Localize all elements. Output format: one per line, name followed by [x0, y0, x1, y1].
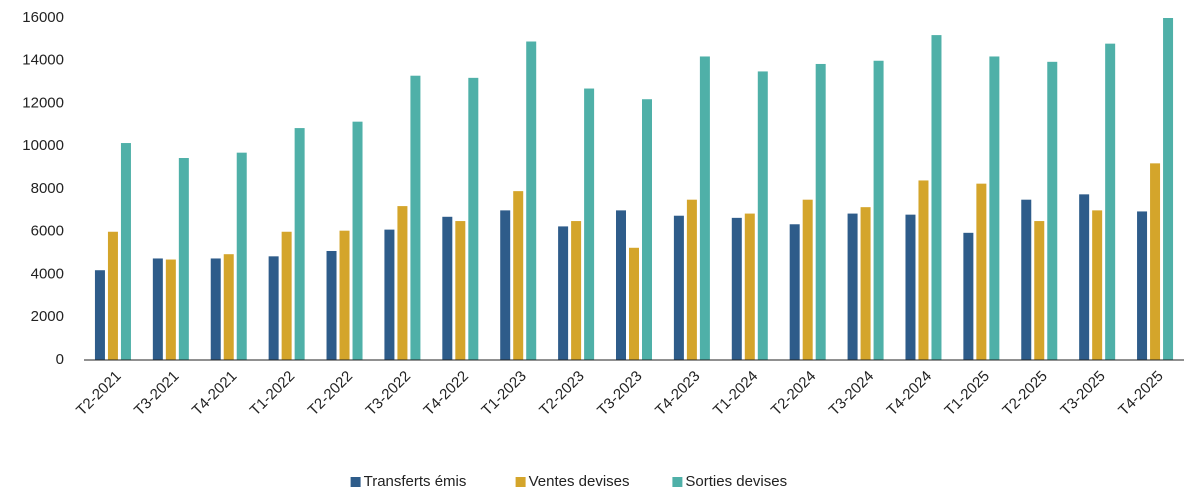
bar [571, 221, 582, 360]
x-tick-label: T4-2024 [884, 368, 936, 420]
x-tick-label: T1-2023 [478, 368, 530, 420]
bar [410, 75, 421, 361]
bar [757, 71, 768, 360]
y-tick-label: 16000 [22, 9, 64, 26]
bar [1079, 194, 1090, 360]
bar [1105, 43, 1116, 361]
bar [210, 258, 221, 360]
x-tick-label: T1-2022 [247, 368, 299, 420]
bar [223, 254, 234, 360]
bar [989, 56, 1000, 360]
x-tick-label: T2-2022 [305, 368, 357, 420]
x-tick-label: T2-2025 [999, 368, 1051, 420]
bar [120, 143, 131, 360]
bar [815, 63, 826, 361]
x-tick-label: T1-2025 [941, 368, 993, 420]
bar [326, 250, 337, 360]
bar [339, 230, 350, 360]
bar [802, 199, 813, 360]
bar [686, 199, 697, 360]
bar [1163, 18, 1174, 360]
bar [931, 35, 942, 360]
bar [268, 256, 279, 360]
x-tick-label: T4-2022 [420, 368, 472, 420]
y-tick-label: 12000 [22, 94, 64, 111]
bar [673, 215, 684, 360]
bar [397, 206, 408, 360]
bar [442, 216, 453, 360]
x-tick-label: T3-2022 [363, 368, 415, 420]
legend-swatch [350, 477, 361, 487]
legend-label: Sorties devises [685, 473, 787, 490]
bar [1092, 210, 1103, 360]
bar [236, 152, 247, 360]
bar [352, 121, 363, 360]
x-tick-label: T4-2023 [652, 368, 704, 420]
bar [500, 210, 511, 360]
x-tick-label: T4-2025 [1115, 368, 1167, 420]
bar [468, 77, 479, 360]
x-tick-label: T2-2024 [768, 368, 820, 420]
x-tick-label: T2-2021 [73, 368, 125, 420]
bar [873, 60, 884, 360]
bar [789, 224, 800, 360]
y-tick-label: 14000 [22, 52, 64, 69]
bar [642, 99, 652, 360]
bar [629, 247, 639, 360]
bar [744, 213, 755, 360]
bar [152, 258, 163, 360]
bar [1137, 211, 1148, 360]
bar [860, 207, 871, 360]
x-tick-label: T2-2023 [536, 368, 588, 420]
bar [1047, 61, 1058, 360]
bar [1150, 163, 1161, 360]
x-tick-label: T1-2024 [710, 368, 762, 420]
y-tick-label: 8000 [31, 180, 64, 197]
y-tick-label: 2000 [31, 308, 64, 325]
bar [963, 232, 974, 360]
x-tick-label: T3-2025 [1057, 368, 1109, 420]
bar [165, 259, 176, 360]
x-tick-label: T3-2024 [826, 368, 878, 420]
y-tick-label: 4000 [31, 265, 64, 282]
bar [1034, 221, 1045, 360]
legend-swatch [515, 477, 526, 487]
bar [281, 231, 292, 360]
x-tick-label: T3-2021 [131, 368, 183, 420]
bar [513, 191, 524, 360]
y-tick-label: 0 [56, 351, 64, 368]
bar [847, 213, 858, 360]
bar [526, 41, 537, 360]
bar [94, 270, 105, 360]
legend-label: Ventes devises [529, 473, 630, 490]
bar [616, 210, 626, 360]
bar [731, 217, 742, 360]
bar [455, 221, 466, 360]
bar [107, 231, 118, 360]
y-tick-label: 10000 [22, 137, 64, 154]
bar [294, 128, 305, 360]
legend-label: Transferts émis [364, 473, 467, 490]
bar [384, 229, 395, 360]
bar [699, 56, 710, 360]
bar [918, 180, 929, 360]
legend-swatch [672, 477, 683, 487]
bar [584, 88, 595, 360]
y-tick-label: 6000 [31, 223, 64, 240]
x-tick-label: T3-2023 [594, 368, 646, 420]
x-tick-label: T4-2021 [189, 368, 241, 420]
bar [1021, 199, 1032, 360]
bar [558, 226, 569, 360]
bar [178, 158, 189, 360]
bar [905, 214, 916, 360]
bar [976, 183, 987, 360]
